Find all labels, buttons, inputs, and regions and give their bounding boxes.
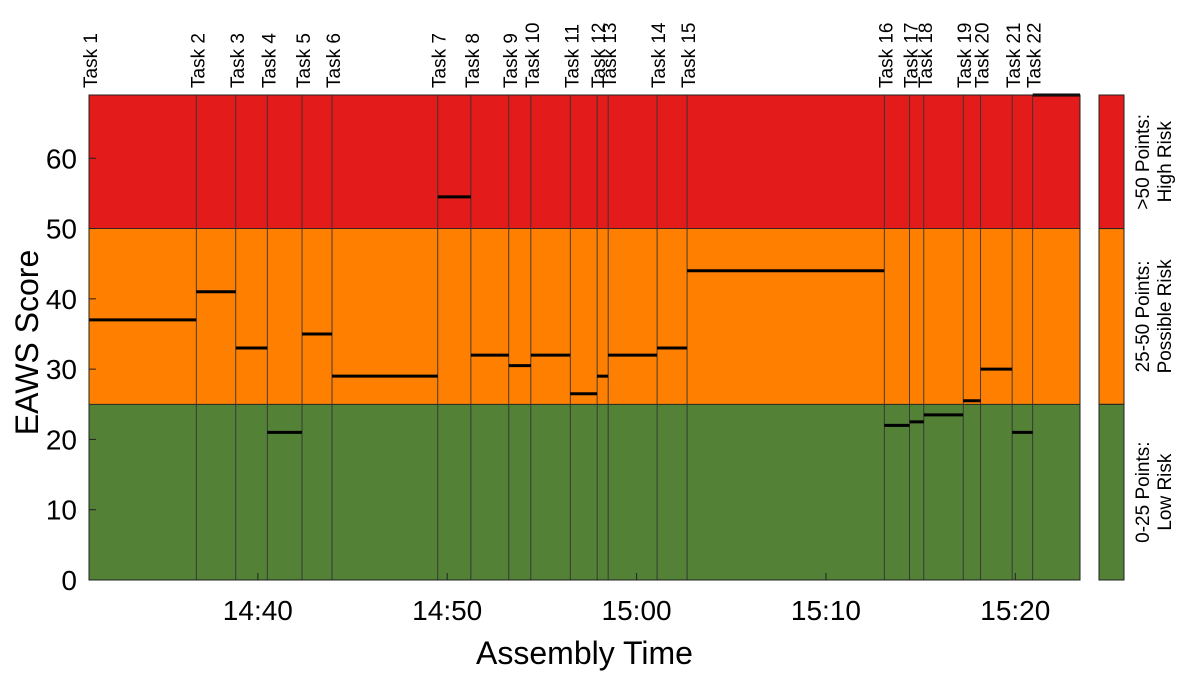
x-tick-label-15:20: 15:20 — [980, 595, 1050, 626]
colorbar-label-line2-2: High Risk — [1155, 121, 1176, 203]
task-label-5: Task 5 — [294, 33, 315, 88]
colorbar-segment-1 — [1098, 228, 1125, 405]
colorbar-segment-0 — [1098, 403, 1125, 581]
x-tick-label-14:50: 14:50 — [412, 595, 482, 626]
task-label-20: Task 20 — [973, 23, 994, 88]
risk-band-2 — [88, 94, 1081, 229]
task-label-7: Task 7 — [430, 33, 451, 88]
task-label-4: Task 4 — [259, 33, 280, 88]
colorbar-label-line1-2: >50 Points: — [1133, 114, 1154, 210]
risk-band-0 — [88, 403, 1081, 581]
task-label-19: Task 19 — [955, 23, 976, 88]
risk-colorbar: 0-25 Points:Low Risk 25-50 Points:Possibl… — [1098, 94, 1176, 581]
y-tick-label-20: 20 — [46, 424, 77, 455]
y-axis-ticks: 0 10 20 30 40 50 60 — [46, 143, 96, 596]
colorbar-label-line1-0: 0-25 Points: — [1133, 441, 1154, 542]
task-label-2: Task 2 — [188, 33, 209, 88]
x-axis-label: Assembly Time — [476, 635, 693, 671]
x-axis-ticks: 14:40 14:50 15:00 15:10 15:20 — [223, 573, 1050, 626]
task-label-18: Task 18 — [916, 23, 937, 88]
task-dividers — [195, 95, 1034, 580]
task-label-9: Task 9 — [501, 33, 522, 88]
task-label-22: Task 22 — [1025, 23, 1046, 88]
task-label-3: Task 3 — [228, 33, 249, 88]
y-tick-label-0: 0 — [61, 565, 77, 596]
task-label-8: Task 8 — [463, 33, 484, 88]
task-label-6: Task 6 — [324, 33, 345, 88]
task-label-21: Task 21 — [1004, 23, 1025, 88]
colorbar-label-0: 0-25 Points:Low Risk — [1133, 441, 1176, 542]
risk-bands — [88, 94, 1081, 581]
colorbar-label-2: >50 Points:High Risk — [1133, 114, 1176, 210]
x-tick-label-15:00: 15:00 — [602, 595, 672, 626]
y-tick-label-60: 60 — [46, 143, 77, 174]
colorbar-label-line2-0: Low Risk — [1155, 453, 1176, 531]
task-labels: Task 1 Task 2 Task 3 Task 4 Task 5 Task 6 Task… — [81, 22, 1046, 88]
task-label-14: Task 14 — [649, 22, 670, 88]
task-label-13: Task 13 — [600, 23, 621, 88]
task-label-17: Task 17 — [902, 23, 923, 88]
task-label-10: Task 10 — [523, 23, 544, 88]
task-label-15: Task 15 — [679, 23, 700, 88]
task-label-12: Task 12 — [589, 23, 610, 88]
plot-frame — [88, 94, 1081, 581]
colorbar-label-line2-1: Possible Risk — [1155, 259, 1176, 374]
colorbar-label-1: 25-50 Points:Possible Risk — [1133, 259, 1176, 374]
task-label-1: Task 1 — [81, 33, 102, 88]
x-tick-label-15:10: 15:10 — [791, 595, 861, 626]
y-tick-label-30: 30 — [46, 354, 77, 385]
y-tick-label-50: 50 — [46, 214, 77, 245]
task-label-11: Task 11 — [562, 24, 583, 88]
risk-band-1 — [88, 228, 1081, 405]
colorbar-segment-2 — [1098, 94, 1125, 230]
x-tick-label-14:40: 14:40 — [223, 595, 293, 626]
score-steps — [89, 93, 1080, 434]
y-tick-label-40: 40 — [46, 284, 77, 315]
colorbar-label-line1-1: 25-50 Points: — [1133, 260, 1154, 372]
y-tick-label-10: 10 — [46, 495, 77, 526]
y-axis-label: EAWS Score — [9, 250, 45, 436]
task-label-16: Task 16 — [876, 23, 897, 88]
